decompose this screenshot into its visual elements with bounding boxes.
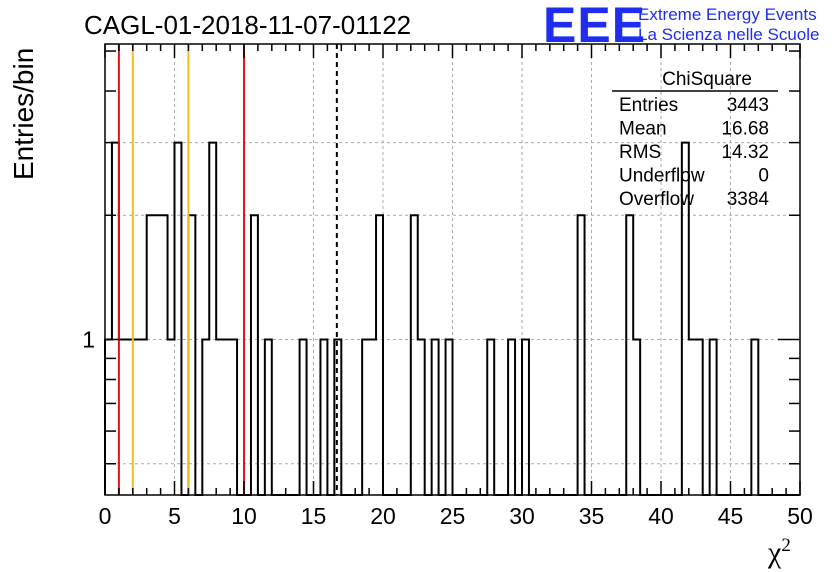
- x-tick-label: 50: [787, 503, 813, 529]
- x-tick-label: 10: [231, 503, 257, 529]
- stats-row-value: 14.32: [721, 142, 769, 163]
- stats-row-label: RMS: [619, 142, 661, 163]
- x-tick-label: 45: [718, 503, 744, 529]
- x-axis-label-superscript: 2: [781, 535, 791, 556]
- logo-line-2: La Scienza nelle Scuole: [638, 25, 820, 44]
- logo-line-1: Extreme Energy Events: [638, 5, 817, 24]
- stats-row-label: Underflow: [619, 166, 705, 187]
- stats-row-value: 16.68: [721, 119, 769, 140]
- x-tick-label: 20: [370, 503, 396, 529]
- x-tick-label: 30: [509, 503, 535, 529]
- x-tick-label: 40: [648, 503, 674, 529]
- stats-row-value: 3384: [727, 189, 770, 210]
- stats-row-label: Overflow: [619, 189, 694, 210]
- x-tick-label: 0: [99, 503, 112, 529]
- y-tick-label: 1: [82, 327, 95, 353]
- x-tick-label: 25: [440, 503, 466, 529]
- chart-title: CAGL-01-2018-11-07-01122: [84, 10, 412, 40]
- stats-row-value: 0: [758, 166, 769, 187]
- stats-box-title: ChiSquare: [662, 69, 752, 90]
- x-tick-label: 35: [579, 503, 605, 529]
- x-tick-label: 15: [301, 503, 327, 529]
- stats-row-value: 3443: [727, 95, 769, 116]
- stats-row-label: Mean: [619, 119, 667, 140]
- x-axis-label: χ2: [768, 535, 791, 570]
- x-axis-label-base: χ: [768, 536, 782, 569]
- stats-row-label: Entries: [619, 95, 678, 116]
- x-tick-label: 5: [168, 503, 181, 529]
- eee-logo: EEE: [543, 0, 647, 53]
